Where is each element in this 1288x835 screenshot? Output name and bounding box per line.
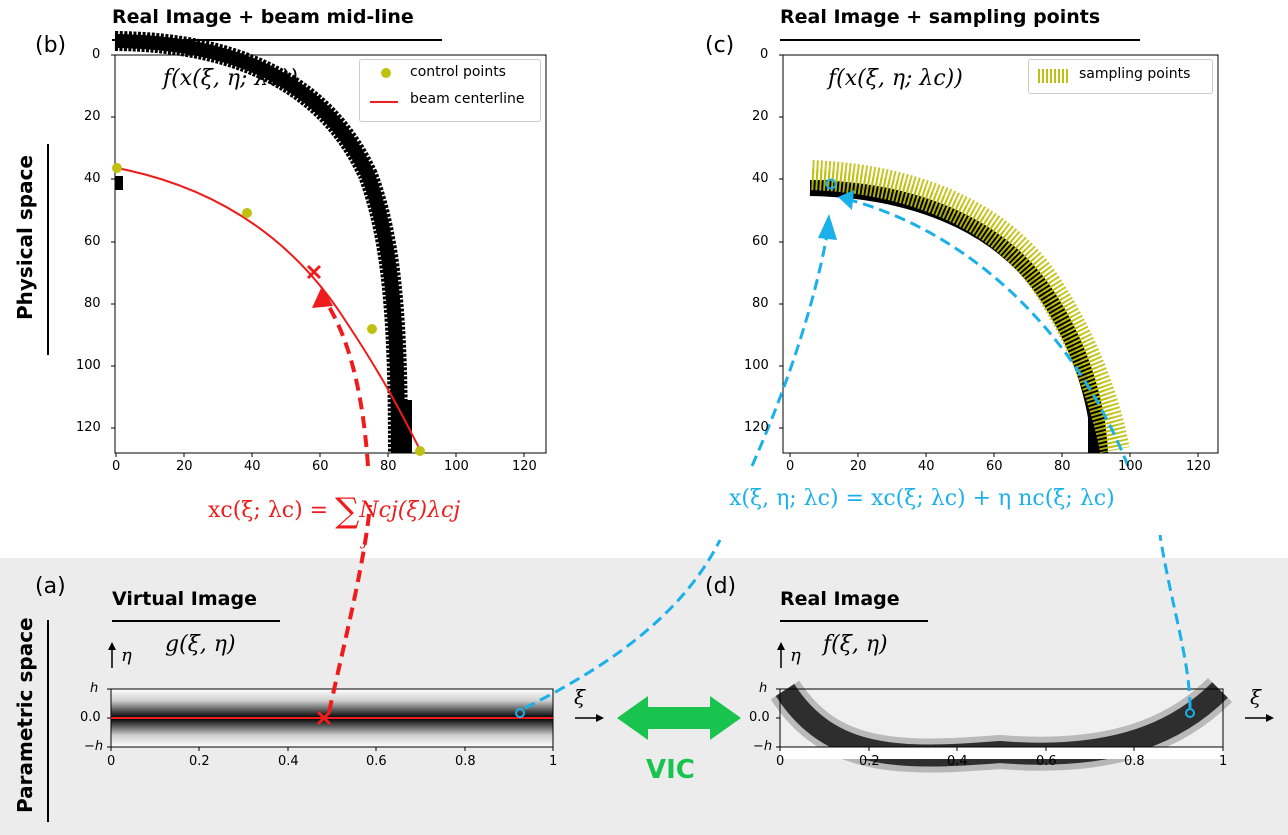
panel-b-legend: control points beam centerline — [359, 59, 541, 122]
tick-a-x: 0.4 — [278, 754, 299, 769]
panel-d-title: Real Image — [780, 588, 900, 610]
tick-d-y: 0.0 — [749, 710, 770, 725]
tick-b-y: 60 — [84, 234, 101, 249]
tick-a-y: −h — [84, 739, 104, 754]
tick-c-x: 0 — [786, 459, 795, 474]
panel-d-tag: (d) — [705, 574, 737, 599]
red-equation-sum: ∑ — [335, 491, 360, 531]
tick-a-y: 0.0 — [80, 710, 101, 725]
control-point — [242, 208, 252, 218]
tick-b-x: 120 — [512, 459, 537, 474]
tick-d-x: 0.2 — [859, 754, 880, 769]
tick-d-x: 0 — [776, 754, 785, 769]
tick-b-y: 80 — [84, 296, 101, 311]
panel-a-formula: g(ξ, η) — [165, 632, 236, 657]
legend-dot-icon — [381, 68, 391, 78]
vic-double-arrow — [617, 696, 741, 740]
tick-d-x: 0.4 — [947, 754, 968, 769]
tick-c-y: 120 — [744, 420, 769, 435]
tick-c-x: 60 — [986, 459, 1003, 474]
tick-c-y: 40 — [752, 171, 769, 186]
tick-b-y: 120 — [76, 420, 101, 435]
control-point — [367, 324, 377, 334]
legend-line-icon — [370, 101, 398, 103]
tick-d-y: h — [759, 681, 768, 696]
control-point — [415, 446, 425, 456]
panel-d-formula: f(ξ, η) — [823, 632, 888, 657]
tick-b-x: 40 — [244, 459, 261, 474]
red-equation-main: xc(ξ; λc) = — [208, 498, 336, 523]
panel-b-formula: f(x(ξ, η; λc)) — [163, 66, 298, 91]
panel-d-xi: ξ — [1250, 685, 1262, 709]
tick-c-x: 20 — [850, 459, 867, 474]
tick-b-x: 20 — [176, 459, 193, 474]
blue-equation: x(ξ, η; λc) = xc(ξ; λc) + η nc(ξ; λc) — [729, 486, 1115, 511]
panel-a-title: Virtual Image — [112, 588, 257, 610]
tick-c-x: 40 — [918, 459, 935, 474]
panel-a-xi: ξ — [574, 685, 586, 709]
tick-c-y: 100 — [744, 358, 769, 373]
vic-label: VIC — [646, 755, 695, 785]
tick-b-y: 40 — [84, 171, 101, 186]
tick-a-x: 0.6 — [366, 754, 387, 769]
tick-d-x: 1 — [1219, 754, 1228, 769]
panel-d-plot — [770, 642, 1274, 773]
tick-c-x: 120 — [1186, 459, 1211, 474]
red-equation-sub: j — [363, 530, 368, 549]
tick-a-x: 0 — [107, 754, 116, 769]
tick-d-x: 0.6 — [1036, 754, 1057, 769]
panel-b-tag: (b) — [35, 33, 67, 58]
parametric-space-label: Parametric space — [13, 617, 37, 813]
panel-c-tag: (c) — [705, 33, 735, 58]
tick-c-x: 100 — [1118, 459, 1143, 474]
panel-c-plot — [779, 54, 1219, 457]
tick-d-y: −h — [753, 739, 773, 754]
tick-a-x: 0.8 — [455, 754, 476, 769]
tick-b-y: 20 — [84, 109, 101, 124]
tick-c-y: 20 — [752, 109, 769, 124]
tick-d-x: 0.8 — [1124, 754, 1145, 769]
panel-d-eta: η — [790, 645, 801, 666]
tick-b-y: 0 — [92, 47, 101, 62]
tick-b-x: 100 — [444, 459, 469, 474]
physical-space-label: Physical space — [13, 155, 37, 320]
panel-a-plot — [107, 642, 604, 751]
panel-c-formula: f(x(ξ, η; λc)) — [828, 66, 963, 91]
legend-beam-centerline: beam centerline — [410, 91, 525, 107]
legend-control-points: control points — [410, 64, 506, 80]
tick-a-y: h — [90, 681, 99, 696]
tick-a-x: 1 — [549, 754, 558, 769]
red-equation-tail: Ncj(ξ)λcj — [359, 498, 461, 523]
panel-b-title: Real Image + beam mid-line — [112, 6, 414, 28]
legend-sampling-icon — [1038, 69, 1068, 83]
tick-b-x: 0 — [112, 459, 121, 474]
panel-c-title: Real Image + sampling points — [780, 6, 1101, 28]
panel-c-legend: sampling points — [1028, 59, 1213, 94]
tick-c-y: 80 — [752, 296, 769, 311]
tick-c-y: 60 — [752, 234, 769, 249]
tick-c-y: 0 — [760, 47, 769, 62]
legend-sampling-points: sampling points — [1079, 66, 1191, 82]
red-equation: xc(ξ; λc) = ∑Ncj(ξ)λcj — [208, 486, 461, 531]
tick-b-x: 60 — [312, 459, 329, 474]
panel-a-tag: (a) — [35, 574, 66, 599]
tick-c-x: 80 — [1054, 459, 1071, 474]
tick-b-x: 80 — [380, 459, 397, 474]
panel-a-eta: η — [121, 645, 132, 666]
control-point — [112, 163, 122, 173]
tick-b-y: 100 — [76, 358, 101, 373]
tick-a-x: 0.2 — [189, 754, 210, 769]
